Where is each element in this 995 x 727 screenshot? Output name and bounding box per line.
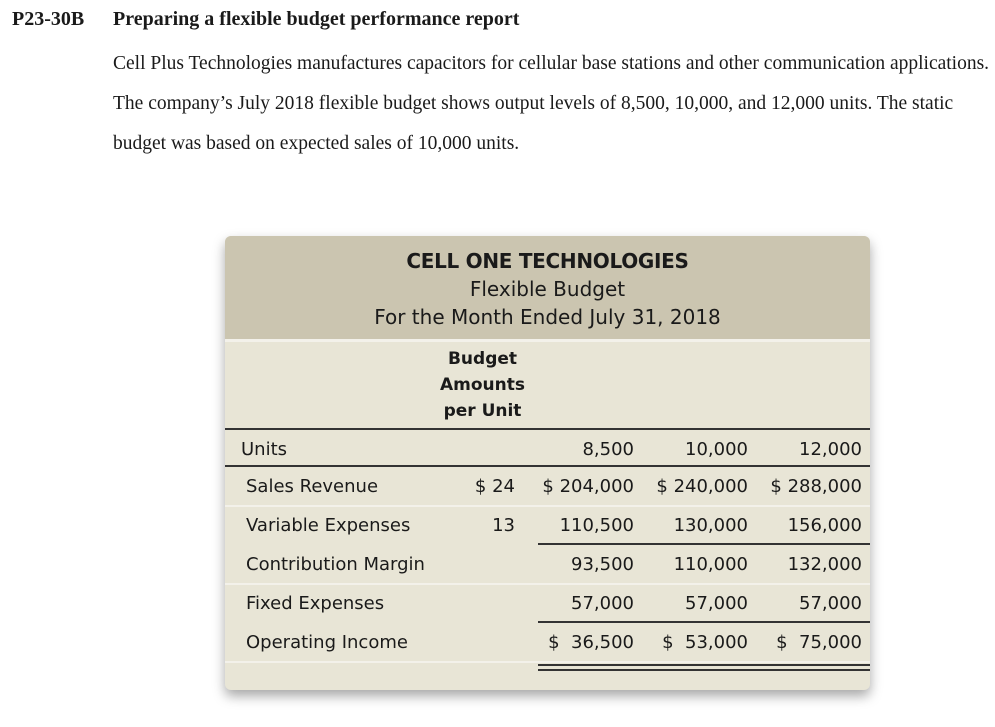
table-row-variable-expenses: Variable Expenses 13 110,500 130,000 156… — [225, 506, 870, 544]
row-label: Fixed Expenses — [246, 593, 385, 614]
double-rule-bottom — [538, 669, 870, 671]
cell: 130,000 — [673, 515, 748, 536]
cell: 156,000 — [787, 515, 862, 536]
units-rule — [225, 465, 870, 467]
cell: $ 53,000 — [662, 632, 748, 653]
statement-period: For the Month Ended July 31, 2018 — [374, 305, 721, 329]
per-unit-column-header: Budget Amounts per Unit — [425, 346, 540, 424]
table-row-units: Units 8,500 10,000 12,000 — [225, 430, 870, 468]
statement-name: Flexible Budget — [469, 277, 626, 301]
cell: 57,000 — [571, 593, 634, 614]
subtotal-rule — [538, 543, 870, 545]
cell: $ 36,500 — [548, 632, 634, 653]
cell: 8,500 — [582, 439, 634, 460]
cell: 13 — [492, 515, 515, 536]
cell: $ 288,000 — [770, 476, 862, 497]
problem-id: P23-30B — [12, 8, 85, 30]
cell: $ 24 — [474, 476, 515, 497]
cell: $ 204,000 — [542, 476, 634, 497]
row-label: Contribution Margin — [246, 554, 425, 575]
cell: 12,000 — [799, 439, 862, 460]
row-label: Units — [241, 439, 288, 460]
header-rule — [225, 428, 870, 430]
header-line: per Unit — [443, 401, 522, 421]
cell: 10,000 — [685, 439, 748, 460]
statement-header: CELL ONE TECHNOLOGIES Flexible Budget Fo… — [225, 236, 870, 342]
cell: $ 75,000 — [776, 632, 862, 653]
row-label: Operating Income — [246, 632, 408, 653]
cell: $ 240,000 — [656, 476, 748, 497]
problem-text: Cell Plus Technologies manufactures capa… — [113, 53, 990, 154]
cell: 57,000 — [799, 593, 862, 614]
cell: 110,000 — [673, 554, 748, 575]
header-line: Amounts — [440, 375, 525, 395]
double-rule-top — [538, 664, 870, 666]
problem-title: Preparing a flexible budget performance … — [113, 8, 520, 30]
table-row-contribution-margin: Contribution Margin 93,500 110,000 132,0… — [225, 545, 870, 585]
cell: 57,000 — [685, 593, 748, 614]
table-row-operating-income: Operating Income $ 36,500 $ 53,000 $ 75,… — [225, 623, 870, 663]
row-label: Variable Expenses — [246, 515, 411, 536]
cell: 132,000 — [787, 554, 862, 575]
cell: 93,500 — [571, 554, 634, 575]
subtotal-rule — [538, 621, 870, 623]
cell: 110,500 — [559, 515, 634, 536]
company-name: CELL ONE TECHNOLOGIES — [406, 249, 689, 273]
row-label: Sales Revenue — [246, 476, 379, 497]
table-row-fixed-expenses: Fixed Expenses 57,000 57,000 57,000 — [225, 584, 870, 622]
flexible-budget-statement: CELL ONE TECHNOLOGIES Flexible Budget Fo… — [225, 236, 870, 690]
table-row-sales-revenue: Sales Revenue $ 24 $ 204,000 $ 240,000 $… — [225, 467, 870, 507]
header-line: Budget — [447, 349, 518, 369]
